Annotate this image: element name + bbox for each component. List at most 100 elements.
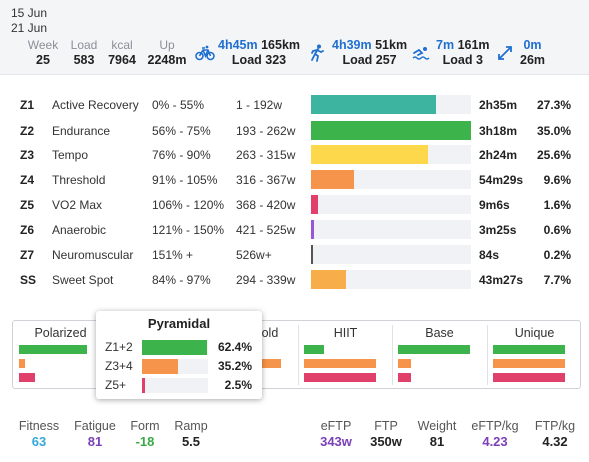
polarization-bar [398, 359, 411, 368]
metric-label: eFTP [320, 419, 352, 433]
sport-load: Load 323 [231, 53, 287, 67]
bike-icon [194, 42, 216, 64]
polarization-bar [304, 373, 376, 382]
stat-value: 25 [36, 53, 50, 67]
metric-label: Weight [417, 419, 457, 433]
tooltip-bar-track [142, 378, 208, 393]
tooltip-row-value: 62.4% [217, 340, 252, 354]
tooltip-row-value: 35.2% [217, 359, 252, 373]
polarization-column[interactable]: Polarized [13, 321, 108, 388]
sport-time: 4h39m [332, 38, 372, 52]
zone-time: 84s [479, 248, 500, 262]
sport-time: 7m [436, 38, 455, 52]
tooltip-title: Pyramidal [147, 316, 211, 331]
column-divider [392, 325, 393, 385]
zone-time: 3m25s [479, 223, 517, 237]
zone-id: Z6 [20, 223, 35, 237]
stat-week: Week 25 [24, 38, 62, 68]
tooltip-row: Z3+4 35.2% [96, 357, 262, 376]
zone-name: Neuromuscular [52, 248, 134, 262]
zone-name: Tempo [52, 148, 89, 162]
metric-label: FTP [374, 419, 398, 433]
sport-distance: 51km [375, 38, 408, 52]
pyramidal-tooltip: Pyramidal Z1+2 62.4% Z3+4 35.2% Z5+ 2.5% [96, 311, 262, 399]
stat-load: Load 583 [66, 38, 102, 68]
polarization-bar [304, 359, 376, 368]
zone-name: Threshold [52, 173, 106, 187]
zone-bar-track [311, 145, 471, 164]
zone-bar-track [311, 195, 471, 214]
metric-label: Fitness [18, 419, 60, 433]
zone-bar-track [311, 270, 471, 289]
polarization-title: Unique [514, 326, 555, 340]
metric-value: 81 [429, 434, 445, 449]
polarization-column[interactable]: Unique [487, 321, 582, 388]
sport-load: Load 257 [342, 53, 397, 67]
zone-bar-track [311, 121, 471, 140]
polarization-title: HIIT [333, 326, 358, 340]
zone-bar [311, 245, 313, 264]
date-end: 21 Jun [11, 21, 48, 35]
ftp-per-kg-metric: FTP/kg 4.32 [528, 419, 582, 450]
zone-percent-range: 106% - 120% [152, 198, 225, 212]
zone-id: Z7 [20, 248, 35, 262]
zone-name: Sweet Spot [52, 273, 114, 287]
zone-bar [311, 145, 428, 164]
form-metric: Form -18 [125, 419, 165, 450]
date-range: 15 Jun 21 Jun [11, 6, 47, 36]
metric-value: 81 [87, 434, 103, 449]
sport-summary-other[interactable]: 0m 26m [494, 38, 545, 68]
zone-percent-share: 1.6% [543, 198, 571, 212]
stat-value: 7964 [108, 53, 136, 67]
metric-value: 4.23 [482, 434, 508, 449]
zone-row: Z7 Neuromuscular 151% + 526w+ 84s 0.2% [0, 244, 589, 266]
zone-percent-range: 0% - 55% [152, 98, 205, 112]
zone-row: Z1 Active Recovery 0% - 55% 1 - 192w 2h35m 27… [0, 94, 589, 116]
sport-summary-run[interactable]: 4h39m 51km Load 257 [306, 38, 407, 68]
zone-percent-range: 56% - 75% [152, 124, 211, 138]
sport-summary-swim[interactable]: 7m 161m Load 3 [410, 38, 490, 68]
zone-name: VO2 Max [52, 198, 103, 212]
zone-row: Z3 Tempo 76% - 90% 263 - 315w 2h24m 25.6% [0, 144, 589, 166]
zone-row: Z6 Anaerobic 121% - 150% 421 - 525w 3m25s 0.6… [0, 219, 589, 241]
polarization-column[interactable]: HIIT [298, 321, 393, 388]
zone-percent-share: 27.3% [536, 98, 571, 112]
zone-name: Active Recovery [52, 98, 139, 112]
zone-watts-range: 193 - 262w [236, 124, 296, 138]
polarization-bar [304, 345, 324, 354]
zone-watts-range: 1 - 192w [236, 98, 283, 112]
fitness-metric: Fitness 63 [12, 419, 66, 450]
polarization-column[interactable]: Base [392, 321, 487, 388]
zone-bar-track [311, 245, 471, 264]
tooltip-bar-track [142, 340, 208, 355]
metric-value: 5.5 [181, 434, 201, 449]
zone-row: Z2 Endurance 56% - 75% 193 - 262w 3h18m 35.0% [0, 120, 589, 142]
zone-id: Z4 [20, 173, 35, 187]
polarization-title: Polarized [34, 326, 87, 340]
tooltip-row: Z1+2 62.4% [96, 338, 262, 357]
tooltip-bar [142, 340, 207, 355]
metric-label: Form [130, 419, 160, 433]
column-divider [487, 325, 488, 385]
zone-bar [311, 121, 471, 140]
stat-up: Up 2248m [144, 38, 190, 68]
zone-bar-track [311, 170, 471, 189]
zone-time: 9m6s [479, 198, 510, 212]
zone-row: Z5 VO2 Max 106% - 120% 368 - 420w 9m6s 1.6% [0, 194, 589, 216]
zone-id: Z1 [20, 98, 35, 112]
zone-watts-range: 368 - 420w [236, 198, 296, 212]
sport-time: 4h45m [218, 38, 258, 52]
stat-kcal: kcal 7964 [104, 38, 140, 68]
metric-label: FTP/kg [534, 419, 576, 433]
sport-distance: 161m [457, 38, 490, 52]
other-icon [494, 42, 516, 64]
tooltip-row-label: Z1+2 [105, 340, 133, 354]
polarization-bar [493, 373, 565, 382]
ramp-metric: Ramp 5.5 [170, 419, 212, 450]
stat-value: 583 [73, 53, 95, 67]
tooltip-row: Z5+ 2.5% [96, 376, 262, 395]
sport-summary-bike[interactable]: 4h45m 165km Load 323 [194, 38, 300, 68]
polarization-bar [493, 359, 565, 368]
zone-watts-range: 421 - 525w [236, 223, 296, 237]
tooltip-row-label: Z5+ [105, 378, 127, 392]
